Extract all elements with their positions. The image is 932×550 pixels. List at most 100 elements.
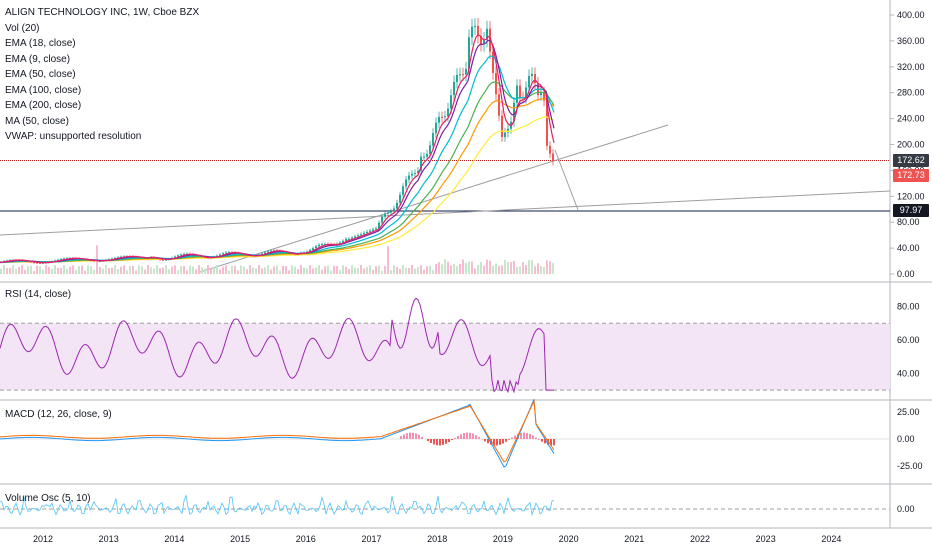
volume-bar <box>414 268 416 274</box>
candle-body <box>345 238 347 241</box>
macd-hist-bar <box>400 436 402 439</box>
indicator-ma-50[interactable]: MA (50, close) <box>5 115 69 127</box>
volume-bar <box>144 269 146 274</box>
volume-bar <box>135 270 137 274</box>
volume-bar <box>360 265 362 274</box>
volume-bar <box>102 268 104 274</box>
volume-bar <box>327 265 329 274</box>
volume-bar <box>90 266 92 274</box>
volume-bar <box>81 265 83 274</box>
volume-bar <box>315 267 317 274</box>
candle-body <box>372 229 374 231</box>
volume-bar <box>24 269 26 274</box>
volume-bar <box>117 269 119 274</box>
candle-body <box>543 92 545 101</box>
candle-body <box>117 257 119 259</box>
macd-hist-bar <box>490 439 492 445</box>
time-tick-2022: 2022 <box>690 534 710 544</box>
volume-bar <box>366 267 368 274</box>
volume-bar <box>483 265 485 274</box>
macd-hist-bar <box>454 437 456 439</box>
indicator-vol[interactable]: Vol (20) <box>5 22 40 34</box>
volume-bar <box>471 261 473 274</box>
macd-hist-bar <box>487 439 489 444</box>
long-term-trendline <box>0 190 891 236</box>
indicator-ema-50[interactable]: EMA (50, close) <box>5 69 76 80</box>
volume-bar <box>525 265 527 274</box>
candle-body <box>36 262 38 264</box>
volume-bar <box>363 268 365 274</box>
volume-bar <box>249 265 251 274</box>
volume-bar <box>168 269 170 274</box>
candle-body <box>264 252 266 254</box>
volume-bar <box>519 266 521 274</box>
macd-pane-label[interactable]: MACD (12, 26, close, 9) <box>5 409 112 420</box>
candle-body <box>501 115 503 138</box>
volume-bar <box>267 265 269 274</box>
macd-hist-bar <box>409 432 411 439</box>
volume-bar <box>72 265 74 274</box>
rising-trendline <box>199 124 669 273</box>
price-tick-label: 280.00 <box>897 88 925 98</box>
candle-body <box>375 228 377 230</box>
volume-bar <box>9 267 11 274</box>
volume-bar <box>300 265 302 274</box>
volume-bar <box>264 267 266 274</box>
candle-body <box>420 156 422 171</box>
rsi-band <box>0 323 890 391</box>
volume-bar <box>222 266 224 274</box>
candle-body <box>309 249 311 252</box>
candle-body <box>219 254 221 256</box>
volume-bar <box>60 267 62 274</box>
indicator-vwap[interactable]: VWAP: unsupported resolution <box>5 131 142 142</box>
volume-bar <box>423 269 425 274</box>
candle-body <box>447 108 449 117</box>
macd-hist-bar <box>541 439 543 442</box>
macd-line <box>0 399 555 468</box>
candle-body <box>354 236 356 238</box>
volume-bar <box>75 270 77 274</box>
candle-body <box>456 74 458 82</box>
indicator-ema-100[interactable]: EMA (100, close) <box>5 84 82 96</box>
symbol-title[interactable]: ALIGN TECHNOLOGY INC, 1W, Cboe BZX <box>5 7 200 18</box>
candle-body <box>474 26 476 28</box>
level-price-tag: 97.97 <box>893 204 929 217</box>
volume-bar <box>438 262 440 274</box>
rsi-tick-label: 40.00 <box>897 368 920 378</box>
time-tick-2018: 2018 <box>427 534 447 544</box>
volume-bar <box>159 268 161 274</box>
volume-bar <box>387 246 389 274</box>
rsi-pane-label[interactable]: RSI (14, close) <box>5 289 72 300</box>
volume-bar <box>549 261 551 274</box>
volume-bar <box>195 269 197 274</box>
volume-osc-pane-label[interactable]: Volume Osc (5, 10) <box>5 493 91 504</box>
volume-bar <box>147 265 149 274</box>
indicator-ema-18[interactable]: EMA (18, close) <box>5 38 76 49</box>
macd-hist-bar <box>511 437 513 439</box>
volume-bar <box>546 260 548 274</box>
indicator-ema-200[interactable]: EMA (200, close) <box>5 100 82 111</box>
volume-bar <box>213 267 215 274</box>
volume-bar <box>393 265 395 274</box>
volume-bar <box>12 265 14 274</box>
indicator-ema-9[interactable]: EMA (9, close) <box>5 53 71 65</box>
candle-body <box>504 132 506 138</box>
candle-body <box>519 85 521 98</box>
macd-hist-bar <box>475 435 477 439</box>
macd-hist-bar <box>532 435 534 439</box>
volume-bar <box>333 265 335 274</box>
macd-tick-label: 0.00 <box>897 434 915 444</box>
price-tick-label: 40.00 <box>897 243 920 253</box>
volume-bar <box>288 270 290 274</box>
macd-hist-bar <box>544 439 546 444</box>
candle-body <box>525 87 527 98</box>
macd-hist-bar <box>523 432 525 439</box>
volume-bar <box>6 267 8 274</box>
volume-bar <box>381 270 383 274</box>
volume-bar <box>273 266 275 274</box>
macd-hist-bar <box>457 435 459 439</box>
volume-bar <box>528 260 530 274</box>
ema-9-line <box>0 34 555 264</box>
price-tick-label: 200.00 <box>897 140 925 150</box>
